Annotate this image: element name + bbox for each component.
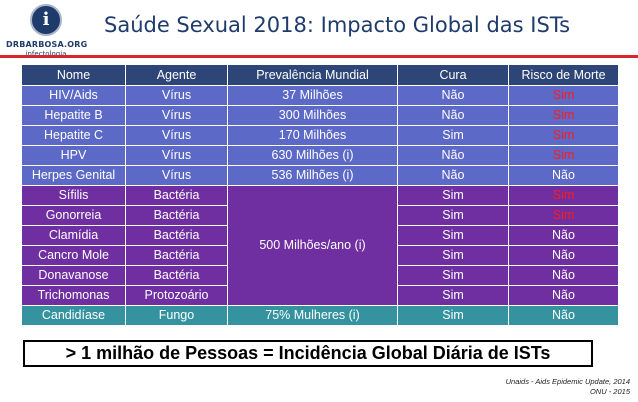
cell-name: Clamídia	[21, 225, 126, 246]
cell-prevalence: 536 Milhões (i)	[227, 165, 398, 186]
cell-risk: Sim	[508, 105, 619, 126]
cell-agent: Bactéria	[125, 225, 228, 246]
source-line: Unaids - Aids Epidemic Update, 2014	[505, 377, 630, 386]
cell-name: Sífilis	[21, 185, 126, 206]
cell-name: Cancro Mole	[21, 245, 126, 266]
table-row: HIV/Aids Vírus 37 Milhões Não Sim	[21, 85, 619, 106]
incidence-banner: > 1 milhão de Pessoas = Incidência Globa…	[23, 340, 593, 367]
header-name: Nome	[21, 64, 126, 86]
cell-cure: Não	[397, 145, 509, 166]
cell-name: Gonorreia	[21, 205, 126, 226]
ist-table: Nome Agente Prevalência Mundial Cura Ris…	[21, 64, 619, 326]
cell-agent: Vírus	[125, 165, 228, 186]
cell-name: Trichomonas	[21, 285, 126, 306]
cell-risk: Não	[508, 305, 619, 326]
table-row: Clamídia Bactéria Sim Não	[21, 225, 619, 246]
sources: Unaids - Aids Epidemic Update, 2014 ONU …	[506, 377, 630, 397]
header-agent: Agente	[125, 64, 228, 86]
cell-risk: Não	[508, 245, 619, 266]
cell-agent: Bactéria	[125, 185, 228, 206]
page-title: Saúde Sexual 2018: Impacto Global das IS…	[104, 13, 571, 37]
cell-cure: Não	[397, 85, 509, 106]
cell-cure: Sim	[397, 125, 509, 146]
cell-cure: Sim	[397, 285, 509, 306]
table-row: Candidíase Fungo 75% Mulheres (i) Sim Não	[21, 305, 619, 326]
cell-name: HIV/Aids	[21, 85, 126, 106]
cell-risk: Não	[508, 285, 619, 306]
cell-risk: Não	[508, 165, 619, 186]
cell-cure: Sim	[397, 265, 509, 286]
cell-name: Candidíase	[21, 305, 126, 326]
cell-agent: Protozoário	[125, 285, 228, 306]
table-header-row: Nome Agente Prevalência Mundial Cura Ris…	[21, 64, 619, 86]
table-row: Hepatite B Vírus 300 Milhões Não Sim	[21, 105, 619, 126]
cell-risk: Sim	[508, 125, 619, 146]
cell-risk: Sim	[508, 145, 619, 166]
table-row: Sífilis Bactéria 500 Milhões/ano (i) Sim Sim	[21, 185, 619, 306]
logo-name: DRBARBOSA.ORG	[6, 40, 88, 49]
cell-agent: Fungo	[125, 305, 228, 326]
header-risk: Risco de Morte	[508, 64, 619, 86]
cell-prevalence: 75% Mulheres (i)	[227, 305, 398, 326]
cell-name: Hepatite C	[21, 125, 126, 146]
cell-name: Donavanose	[21, 265, 126, 286]
cell-cure: Sim	[397, 185, 509, 206]
cell-risk: Não	[508, 265, 619, 286]
header-prevalence: Prevalência Mundial	[227, 64, 398, 86]
cell-prevalence: 500 Milhões/ano (i)	[227, 185, 398, 306]
cell-cure: Não	[397, 165, 509, 186]
table-row: Herpes Genital Vírus 536 Milhões (i) Não Não	[21, 165, 619, 186]
cell-name: Hepatite B	[21, 105, 126, 126]
cell-cure: Não	[397, 105, 509, 126]
logo: i DRBARBOSA.ORG infectologia	[6, 4, 88, 60]
cell-prevalence: 300 Milhões	[227, 105, 398, 126]
cell-agent: Bactéria	[125, 265, 228, 286]
info-icon: i	[30, 4, 62, 36]
table-row: Hepatite C Vírus 170 Milhões Sim Sim	[21, 125, 619, 146]
table-row: HPV Vírus 630 Milhões (i) Não Sim	[21, 145, 619, 166]
cell-prevalence: 630 Milhões (i)	[227, 145, 398, 166]
cell-name: Herpes Genital	[21, 165, 126, 186]
cell-agent: Bactéria	[125, 205, 228, 226]
cell-agent: Vírus	[125, 105, 228, 126]
logo-glyph: i	[42, 9, 50, 30]
cell-agent: Vírus	[125, 145, 228, 166]
title-divider	[0, 55, 638, 58]
cell-cure: Sim	[397, 205, 509, 226]
cell-agent: Vírus	[125, 125, 228, 146]
table-row: Gonorreia Bactéria Sim Sim	[21, 205, 619, 226]
cell-risk: Sim	[508, 205, 619, 226]
cell-name: HPV	[21, 145, 126, 166]
cell-cure: Sim	[397, 305, 509, 326]
table-row: Donavanose Bactéria Sim Não	[21, 265, 619, 286]
source-line: ONU - 2015	[589, 387, 630, 396]
logo-subtitle: infectologia	[25, 50, 67, 58]
cell-risk: Sim	[508, 85, 619, 106]
cell-risk: Sim	[508, 185, 619, 206]
cell-cure: Sim	[397, 225, 509, 246]
table-row: Cancro Mole Bactéria Sim Não	[21, 245, 619, 266]
header-cure: Cura	[397, 64, 509, 86]
cell-agent: Bactéria	[125, 245, 228, 266]
cell-agent: Vírus	[125, 85, 228, 106]
cell-prevalence: 37 Milhões	[227, 85, 398, 106]
cell-cure: Sim	[397, 245, 509, 266]
cell-risk: Não	[508, 225, 619, 246]
cell-prevalence: 170 Milhões	[227, 125, 398, 146]
